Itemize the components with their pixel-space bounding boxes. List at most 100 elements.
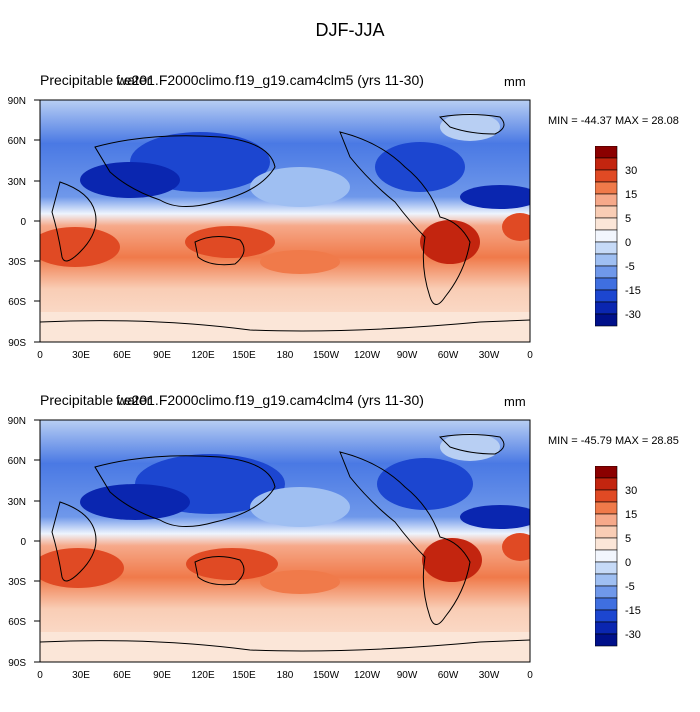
colorbar-swatch bbox=[595, 585, 618, 599]
lon-tick-label: 90W bbox=[397, 670, 418, 681]
map-panel-1: Precipitable water f.e201.F2000climo.f19… bbox=[0, 72, 700, 392]
colorbar-swatches bbox=[595, 146, 618, 327]
lon-tick-label: 60E bbox=[113, 670, 131, 681]
colorbar-labels: 30 15 5 0 -5 -15 -30 bbox=[625, 485, 641, 641]
lat-tick-label: 0 bbox=[20, 217, 26, 228]
lat-tick-label: 30S bbox=[8, 577, 26, 588]
lon-tick-label: 30W bbox=[479, 350, 500, 361]
variable-name: Precipitable water bbox=[40, 392, 152, 408]
lat-tick-label: 60S bbox=[8, 297, 26, 308]
lon-tick-label: 0 bbox=[527, 350, 533, 361]
colorbar-swatch bbox=[595, 146, 618, 159]
lon-tick-label: 150W bbox=[313, 670, 340, 681]
colorbar-swatch bbox=[595, 549, 618, 563]
colorbar-swatch bbox=[595, 621, 618, 635]
lon-tick-label: 30W bbox=[479, 670, 500, 681]
colorbar-label: 0 bbox=[625, 557, 631, 569]
colorbar-swatch bbox=[595, 301, 618, 315]
lon-tick-label: 120W bbox=[354, 350, 381, 361]
lat-tick-label: 60N bbox=[8, 456, 26, 467]
colorbar: 30 15 5 0 -5 -15 -30 bbox=[595, 466, 641, 647]
lat-tick-label: 90S bbox=[8, 338, 26, 349]
panel-title: Precipitable water f.e201.F2000climo.f19… bbox=[40, 72, 424, 88]
colorbar-swatch bbox=[595, 193, 618, 207]
colorbar-swatch bbox=[595, 205, 618, 219]
colorbar-label: 15 bbox=[625, 509, 637, 521]
case-label: f.e201.F2000climo.f19_g19.cam4clm4 (yrs … bbox=[116, 392, 424, 408]
colorbar-swatch bbox=[595, 313, 618, 327]
colorbar-swatch bbox=[595, 609, 618, 623]
colorbar-label: 0 bbox=[625, 237, 631, 249]
colorbar-label: -15 bbox=[625, 605, 641, 617]
colorbar-swatch bbox=[595, 525, 618, 539]
lat-tick-label: 90N bbox=[8, 96, 26, 107]
lat-axis: 90N 60N 30N 0 30S 60S 90S bbox=[8, 96, 40, 349]
colorbar-swatch bbox=[595, 537, 618, 551]
lon-axis: 0 30E 60E 90E 120E 150E 180 150W 120W 90… bbox=[37, 350, 533, 361]
colorbar-swatch bbox=[595, 169, 618, 183]
lon-tick-label: 0 bbox=[37, 350, 43, 361]
colorbar-swatch bbox=[595, 561, 618, 575]
lat-tick-label: 90N bbox=[8, 416, 26, 427]
minmax-label: MIN = -44.37 MAX = 28.08 bbox=[548, 115, 679, 127]
colorbar-label: -5 bbox=[625, 581, 635, 593]
colorbar-swatches bbox=[595, 466, 618, 647]
lon-tick-label: 60W bbox=[438, 350, 459, 361]
colorbar-swatch bbox=[595, 253, 618, 267]
lat-tick-label: 30S bbox=[8, 257, 26, 268]
units-label: mm bbox=[504, 394, 526, 409]
colorbar-label: -30 bbox=[625, 309, 641, 321]
colorbar-swatch bbox=[595, 277, 618, 291]
colorbar-label: 15 bbox=[625, 189, 637, 201]
lat-axis: 90N 60N 30N 0 30S 60S 90S bbox=[8, 416, 40, 669]
colorbar-labels: 30 15 5 0 -5 -15 -30 bbox=[625, 165, 641, 321]
lon-tick-label: 150E bbox=[232, 350, 256, 361]
lon-tick-label: 120E bbox=[191, 670, 215, 681]
colorbar-label: -5 bbox=[625, 261, 635, 273]
map-plot: 90N 60N 30N 0 30S 60S 90S 0 30E 60E 90E … bbox=[8, 96, 534, 361]
colorbar-label: 30 bbox=[625, 165, 637, 177]
lon-tick-label: 0 bbox=[37, 670, 43, 681]
colorbar-swatch bbox=[595, 241, 618, 255]
colorbar-swatch bbox=[595, 489, 618, 503]
colorbar-swatch bbox=[595, 181, 618, 195]
lon-tick-label: 180 bbox=[277, 670, 294, 681]
case-label: f.e201.F2000climo.f19_g19.cam4clm5 (yrs … bbox=[116, 72, 424, 88]
lon-tick-label: 60W bbox=[438, 670, 459, 681]
lat-tick-label: 0 bbox=[20, 537, 26, 548]
lon-tick-label: 120E bbox=[191, 350, 215, 361]
colorbar-label: 5 bbox=[625, 533, 631, 545]
colorbar-swatch bbox=[595, 633, 618, 647]
colorbar-swatch bbox=[595, 573, 618, 587]
map-panel-2: Precipitable water f.e201.F2000climo.f19… bbox=[0, 392, 700, 712]
lon-tick-label: 90E bbox=[153, 670, 171, 681]
lon-tick-label: 0 bbox=[527, 670, 533, 681]
colorbar-swatch bbox=[595, 217, 618, 231]
lon-tick-label: 90W bbox=[397, 350, 418, 361]
lon-tick-label: 90E bbox=[153, 350, 171, 361]
colorbar-label: -15 bbox=[625, 285, 641, 297]
colorbar-swatch bbox=[595, 157, 618, 171]
lon-tick-label: 150W bbox=[313, 350, 340, 361]
colorbar: 30 15 5 0 -5 -15 -30 bbox=[595, 146, 641, 327]
lon-tick-label: 120W bbox=[354, 670, 381, 681]
panel-title: Precipitable water f.e201.F2000climo.f19… bbox=[40, 392, 424, 408]
colorbar-swatch bbox=[595, 597, 618, 611]
colorbar-swatch bbox=[595, 289, 618, 303]
lon-tick-label: 150E bbox=[232, 670, 256, 681]
variable-name: Precipitable water bbox=[40, 72, 152, 88]
colorbar-swatch bbox=[595, 265, 618, 279]
lat-tick-label: 60N bbox=[8, 136, 26, 147]
minmax-label: MIN = -45.79 MAX = 28.85 bbox=[548, 435, 679, 447]
lat-tick-label: 30N bbox=[8, 177, 26, 188]
colorbar-swatch bbox=[595, 229, 618, 243]
colorbar-label: 5 bbox=[625, 213, 631, 225]
map-plot: 90N 60N 30N 0 30S 60S 90S 0 30E 60E 90E … bbox=[8, 416, 534, 681]
lon-tick-label: 180 bbox=[277, 350, 294, 361]
colorbar-swatch bbox=[595, 466, 618, 479]
contour-field bbox=[40, 420, 530, 662]
colorbar-swatch bbox=[595, 501, 618, 515]
lat-tick-label: 90S bbox=[8, 658, 26, 669]
lon-axis: 0 30E 60E 90E 120E 150E 180 150W 120W 90… bbox=[37, 670, 533, 681]
colorbar-label: -30 bbox=[625, 629, 641, 641]
